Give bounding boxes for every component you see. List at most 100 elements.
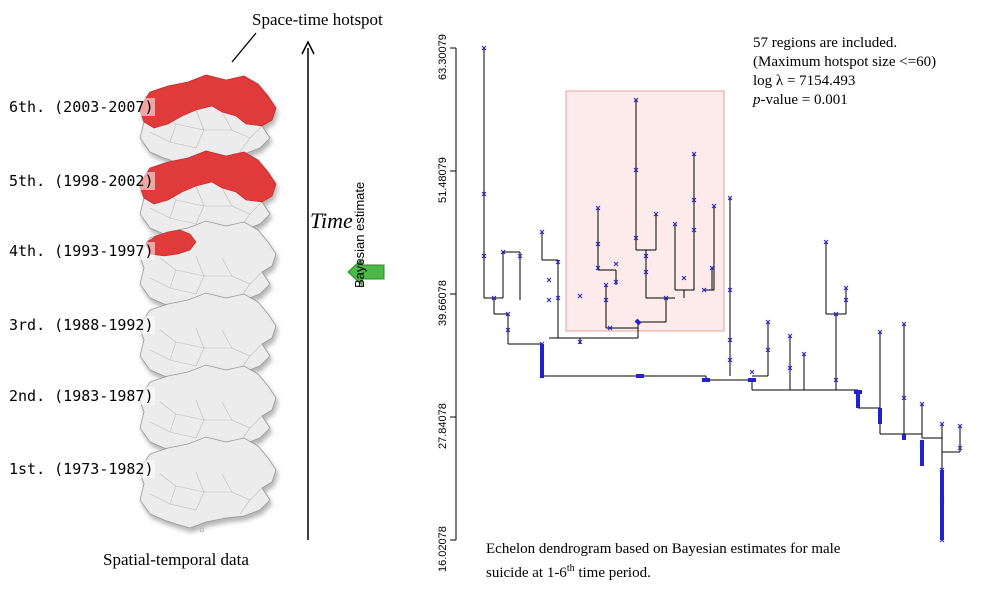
- period-label-6th: 6th. (2003-2007): [8, 98, 155, 116]
- dendrogram-point: [491, 295, 497, 301]
- dense-marker-cluster: [636, 374, 644, 378]
- dendrogram-point: [555, 295, 561, 301]
- dendrogram-point: [957, 423, 963, 429]
- map-boundary: [175, 269, 232, 277]
- dendrogram-point: [595, 241, 601, 247]
- y-tick-label: 51.48079: [437, 157, 449, 203]
- hotspot-area: [138, 74, 277, 129]
- dendrogram-caption: Echelon dendrogram based on Bayesian est…: [486, 541, 841, 581]
- dendrogram-point: [546, 297, 552, 303]
- y-tick-label: 39.66078: [437, 280, 449, 326]
- map-boundary: [239, 415, 263, 443]
- y-tick-label: 63.30079: [437, 34, 449, 80]
- dendrogram-point: [823, 239, 829, 245]
- map-boundary: [149, 131, 197, 149]
- dendrogram-point: [577, 339, 583, 345]
- region-map-2: [138, 364, 277, 461]
- dendrogram-point: [727, 195, 733, 201]
- dendrogram-point: [957, 445, 963, 451]
- dendrogram-point: [901, 395, 907, 401]
- y-tick-label: 16.02078: [437, 526, 449, 572]
- dendrogram-point: [877, 329, 883, 335]
- dendrogram-point: [843, 285, 849, 291]
- dendrogram-point: [603, 282, 609, 288]
- map-stack: [138, 74, 277, 533]
- map-boundary: [149, 421, 197, 439]
- dendrogram-point: [701, 287, 707, 293]
- dense-marker-cluster: [634, 318, 642, 326]
- dendrogram-point: [539, 229, 545, 235]
- dendrogram-point: [787, 333, 793, 339]
- dendrogram-point: [613, 261, 619, 267]
- dendrogram-point: [672, 221, 678, 227]
- dendrogram-markers: [481, 45, 963, 543]
- dendrogram-point: [595, 265, 601, 271]
- map-boundary: [239, 343, 263, 371]
- dense-marker-cluster: [854, 390, 862, 394]
- region-map-5: [138, 150, 277, 247]
- map-boundary: [149, 493, 197, 511]
- dendrogram-point: [765, 319, 771, 325]
- hotspot-area: [138, 150, 277, 205]
- map-boundary: [149, 349, 197, 367]
- dendrogram-point: [691, 197, 697, 203]
- dendrogram-point: [681, 275, 687, 281]
- map-outline: [138, 292, 277, 385]
- map-boundary: [175, 123, 232, 131]
- dendrogram-point: [603, 297, 609, 303]
- dendrogram-point: [749, 369, 755, 375]
- map-outline: [138, 436, 277, 529]
- dendrogram-point: [833, 377, 839, 383]
- dendrogram-point: [919, 401, 925, 407]
- map-boundary: [175, 199, 232, 207]
- map-boundary: [149, 277, 197, 295]
- hotspot-area: [145, 229, 197, 257]
- y-tick-label: 27.84078: [437, 403, 449, 449]
- echelon-dendrogram: 63.30079 51.48079 39.66078 27.84078 16.02078: [437, 34, 963, 572]
- dendrogram-point: [765, 347, 771, 353]
- info-log-lambda: log λ = 7154.493: [753, 73, 856, 89]
- period-label-1st: 1st. (1973-1982): [8, 460, 155, 478]
- dense-marker-cluster: [702, 378, 710, 382]
- dendrogram-point: [939, 421, 945, 427]
- dendrogram-point: [833, 311, 839, 317]
- dendrogram-point: [595, 205, 601, 211]
- green-arrow-icon: [347, 257, 385, 287]
- dendrogram-point: [481, 45, 487, 51]
- dendrogram-point: [643, 269, 649, 275]
- dendrogram-point: [691, 151, 697, 157]
- region-map-6: [138, 74, 277, 171]
- period-label-5th: 5th. (1998-2002): [8, 172, 155, 190]
- dendrogram-point: [691, 227, 697, 233]
- period-label-4th: 4th. (1993-1997): [8, 242, 155, 260]
- info-regions: 57 regions are included.: [753, 35, 898, 51]
- dense-marker-cluster: [748, 378, 756, 382]
- dendrogram-point: [555, 259, 561, 265]
- dendrogram-point: [901, 321, 907, 327]
- info-pvalue: p-value = 0.001: [753, 92, 848, 108]
- y-axis-label: Bayesian estimate: [352, 181, 367, 288]
- dendrogram-point: [505, 311, 511, 317]
- dendrogram-point: [481, 191, 487, 197]
- dendrogram-point: [801, 351, 807, 357]
- dendrogram-point: [727, 287, 733, 293]
- dendrogram-point: [711, 203, 717, 209]
- info-max-size: (Maximum hotspot size <=60): [753, 54, 937, 70]
- dendrogram-point: [505, 327, 511, 333]
- dendrogram-point: [643, 253, 649, 259]
- time-arrow-head: [301, 40, 315, 55]
- hotspot-label: Space-time hotspot: [252, 10, 383, 29]
- map-boundary: [175, 413, 232, 421]
- dendrogram-point: [577, 293, 583, 299]
- dendrogram-point: [787, 365, 793, 371]
- period-label-2nd: 2nd. (1983-1987): [8, 387, 155, 405]
- spatial-temporal-label: Spatial-temporal data: [103, 550, 249, 569]
- map-boundary: [175, 341, 232, 349]
- map-outline: [138, 364, 277, 457]
- dendrogram-point: [633, 97, 639, 103]
- region-map-3: [138, 292, 277, 389]
- dendrogram-point: [613, 279, 619, 285]
- dendrogram-point: [546, 277, 552, 283]
- map-boundary: [239, 271, 263, 299]
